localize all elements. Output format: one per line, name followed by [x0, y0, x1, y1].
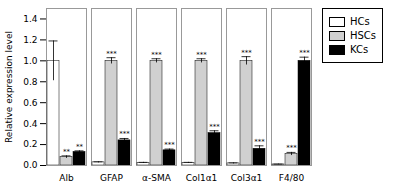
svg-text:***: *** — [119, 130, 130, 138]
svg-text:0.4: 0.4 — [23, 119, 38, 129]
svg-text:1.4: 1.4 — [23, 14, 38, 24]
svg-text:1.0: 1.0 — [23, 56, 38, 66]
svg-text:α-SMA: α-SMA — [142, 173, 172, 183]
svg-text:***: *** — [164, 141, 175, 149]
svg-text:0.2: 0.2 — [23, 139, 37, 149]
svg-text:***: *** — [299, 49, 310, 57]
svg-text:F4/80: F4/80 — [279, 173, 305, 183]
svg-text:1.2: 1.2 — [23, 35, 37, 45]
html-text:HSCs: HSCs — [350, 30, 377, 41]
svg-text:Col1α1: Col1α1 — [186, 173, 218, 183]
svg-text:Relative expression level: Relative expression level — [4, 31, 14, 143]
svg-text:**: ** — [76, 143, 84, 151]
svg-text:***: *** — [286, 144, 297, 152]
svg-text:**: ** — [63, 148, 71, 156]
svg-text:0.8: 0.8 — [23, 77, 38, 87]
svg-text:***: *** — [151, 51, 162, 59]
svg-text:***: *** — [106, 50, 117, 58]
svg-text:GFAP: GFAP — [100, 173, 123, 183]
svg-text:***: *** — [209, 123, 220, 131]
svg-text:0.6: 0.6 — [23, 98, 38, 108]
svg-text:***: *** — [254, 138, 265, 146]
svg-text:***: *** — [241, 49, 252, 57]
html-text:KCs: KCs — [350, 44, 369, 55]
svg-text:Alb: Alb — [59, 173, 74, 183]
svg-text:***: *** — [196, 51, 207, 59]
html-text:HCs: HCs — [350, 16, 370, 27]
svg-text:Col3α1: Col3α1 — [231, 173, 263, 183]
svg-text:0.0: 0.0 — [23, 160, 38, 170]
